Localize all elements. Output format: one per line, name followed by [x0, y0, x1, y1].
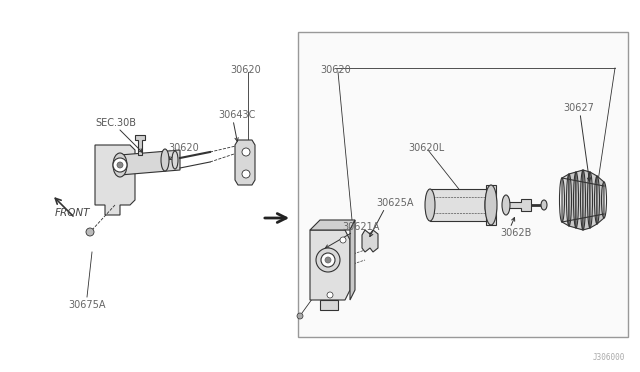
Circle shape	[242, 170, 250, 178]
Polygon shape	[310, 220, 355, 230]
Circle shape	[117, 162, 123, 168]
Text: 30625A: 30625A	[376, 198, 413, 208]
Text: 30620L: 30620L	[408, 143, 444, 153]
Polygon shape	[95, 145, 135, 215]
Polygon shape	[562, 174, 569, 226]
Text: FRONT: FRONT	[55, 208, 90, 218]
Polygon shape	[350, 220, 355, 300]
Ellipse shape	[113, 153, 127, 177]
Circle shape	[327, 292, 333, 298]
Polygon shape	[135, 135, 145, 155]
Circle shape	[325, 257, 331, 263]
Circle shape	[321, 253, 335, 267]
Text: 30643C: 30643C	[218, 110, 255, 120]
Text: 30620: 30620	[230, 65, 260, 75]
Ellipse shape	[485, 189, 495, 221]
Polygon shape	[569, 172, 576, 228]
Text: SEC.30B: SEC.30B	[95, 118, 136, 128]
Text: 30620: 30620	[320, 65, 351, 75]
Ellipse shape	[172, 151, 178, 169]
Polygon shape	[590, 172, 597, 228]
Ellipse shape	[425, 189, 435, 221]
Text: 30627: 30627	[563, 103, 594, 113]
Polygon shape	[310, 230, 350, 300]
Polygon shape	[320, 300, 338, 310]
Polygon shape	[597, 176, 604, 224]
Polygon shape	[235, 140, 255, 185]
Polygon shape	[583, 170, 590, 230]
Ellipse shape	[485, 185, 497, 225]
Bar	[298, 32, 628, 337]
Ellipse shape	[161, 149, 169, 171]
Circle shape	[340, 237, 346, 243]
Text: 30675A: 30675A	[68, 300, 106, 310]
Text: 3062B: 3062B	[500, 228, 531, 238]
Circle shape	[242, 148, 250, 156]
Circle shape	[297, 313, 303, 319]
Circle shape	[316, 248, 340, 272]
Text: J306000: J306000	[593, 353, 625, 362]
Ellipse shape	[502, 195, 510, 215]
Polygon shape	[486, 185, 496, 225]
Circle shape	[86, 228, 94, 236]
Polygon shape	[430, 189, 490, 221]
Polygon shape	[120, 150, 180, 175]
Circle shape	[113, 158, 127, 172]
Text: 30620: 30620	[168, 143, 199, 153]
Text: 30621A: 30621A	[342, 222, 380, 232]
Ellipse shape	[541, 200, 547, 210]
Polygon shape	[576, 170, 583, 230]
Polygon shape	[506, 199, 531, 211]
Polygon shape	[362, 230, 378, 252]
